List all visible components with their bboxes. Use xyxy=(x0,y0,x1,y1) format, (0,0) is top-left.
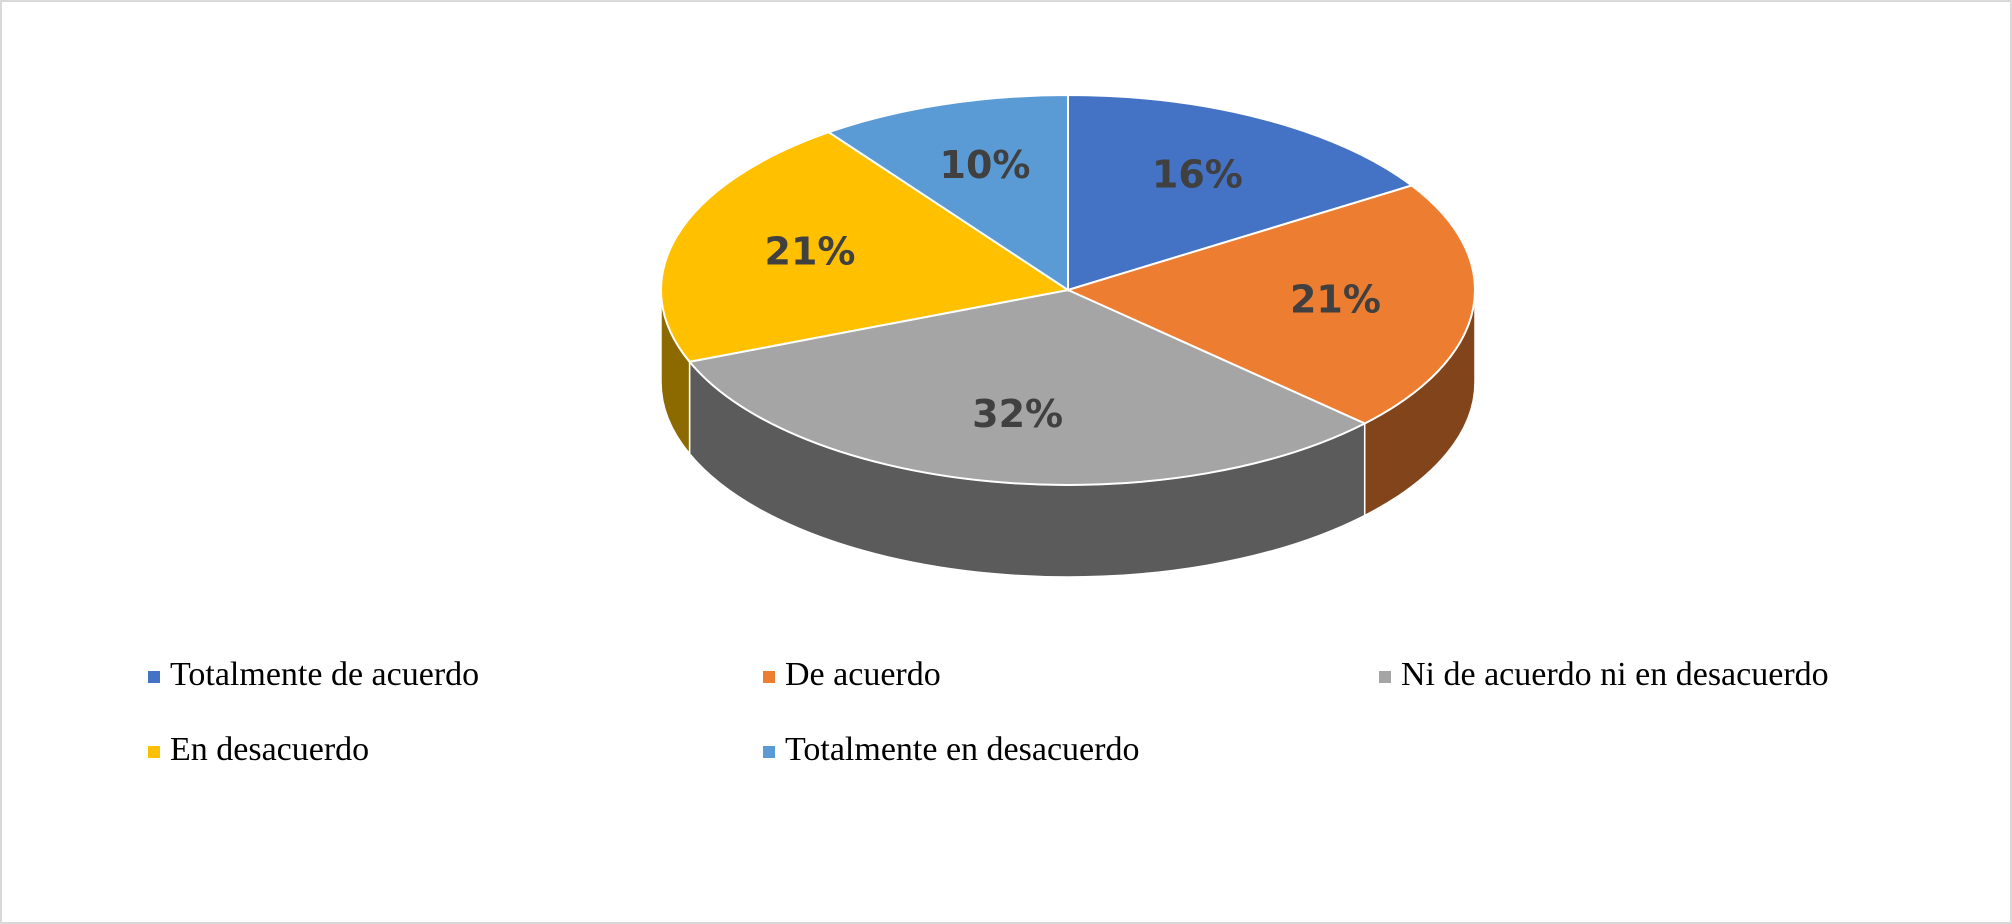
legend-swatch xyxy=(763,746,775,758)
pie-slice xyxy=(660,131,1071,363)
legend-swatch xyxy=(148,671,160,683)
legend-swatch xyxy=(763,671,775,683)
legend-label: Ni de acuerdo ni en desacuerdo xyxy=(1401,656,1829,693)
data-label: 16% xyxy=(1152,153,1243,197)
pie-slice xyxy=(1067,93,1414,292)
legend-swatch xyxy=(148,746,160,758)
pie-slice xyxy=(1065,184,1476,425)
data-label: 21% xyxy=(1290,278,1381,322)
data-label: 21% xyxy=(765,230,856,274)
data-label: 32% xyxy=(972,392,1063,436)
pie-slice xyxy=(687,288,1368,486)
data-label: 10% xyxy=(940,143,1031,187)
pie-slice xyxy=(826,93,1069,292)
legend-label: En desacuerdo xyxy=(170,731,369,768)
legend-label: Totalmente de acuerdo xyxy=(170,656,479,693)
legend-label: De acuerdo xyxy=(785,656,941,693)
legend-swatch xyxy=(1379,671,1391,683)
legend-label: Totalmente en desacuerdo xyxy=(785,731,1139,768)
